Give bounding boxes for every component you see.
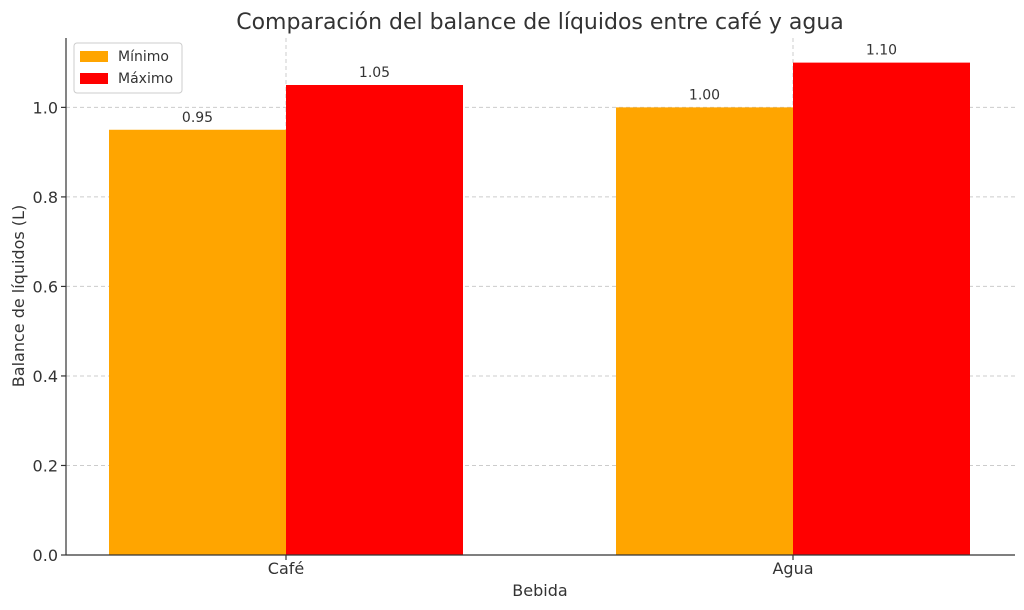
- y-tick-label: 0.4: [33, 367, 58, 386]
- bar-maximo-0: [286, 85, 463, 555]
- legend-swatch-minimo: [80, 51, 108, 62]
- y-tick-label: 1.0: [33, 98, 58, 117]
- y-tick-label: 0.2: [33, 456, 58, 475]
- x-axis-label: Bebida: [512, 581, 567, 600]
- data-label: 0.95: [182, 110, 213, 126]
- legend-label-minimo: Mínimo: [118, 49, 169, 65]
- data-label: 1.05: [359, 65, 390, 81]
- chart-title: Comparación del balance de líquidos entr…: [236, 10, 844, 35]
- y-ticks: 0.0 0.2 0.4 0.6 0.8 1.0: [33, 98, 66, 565]
- y-tick-label: 0.0: [33, 546, 58, 565]
- bar-maximo-1: [793, 62, 970, 555]
- x-tick-label: Agua: [772, 559, 813, 578]
- y-tick-label: 0.6: [33, 277, 58, 296]
- y-axis-label: Balance de líquidos (L): [9, 205, 28, 387]
- legend-swatch-maximo: [80, 73, 108, 84]
- bar-minimo-0: [109, 129, 286, 555]
- data-label: 1.10: [866, 43, 897, 59]
- x-tick-label: Café: [268, 559, 304, 578]
- legend-label-maximo: Máximo: [118, 71, 173, 87]
- bar-minimo-1: [616, 107, 793, 555]
- data-label: 1.00: [689, 87, 720, 103]
- data-labels: 0.95 1.00 1.05 1.10: [182, 43, 897, 126]
- x-ticks: Café Agua: [268, 555, 814, 578]
- legend: Mínimo Máximo: [73, 42, 183, 94]
- y-tick-label: 0.8: [33, 188, 58, 207]
- bars: [109, 62, 970, 555]
